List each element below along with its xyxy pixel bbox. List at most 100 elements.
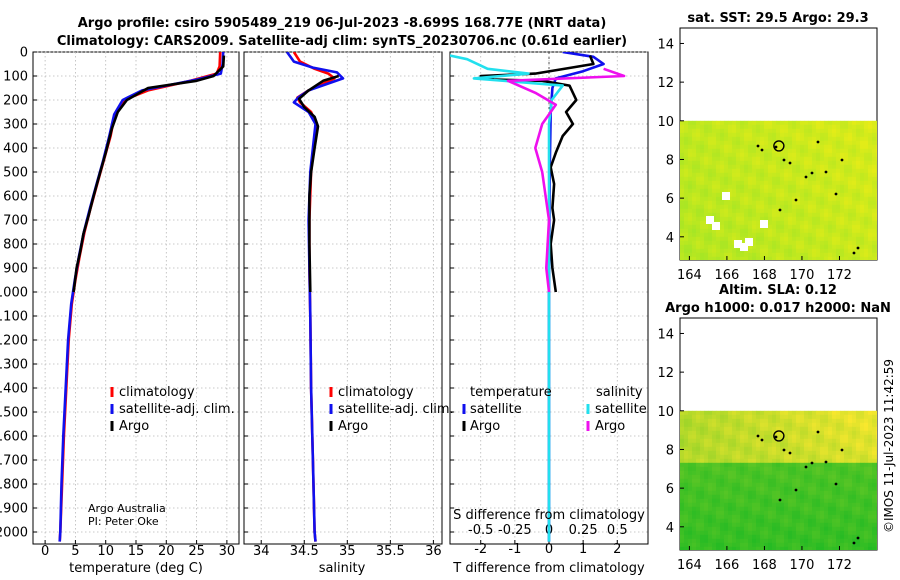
grid-cell	[820, 240, 825, 246]
grid-cell	[780, 236, 785, 242]
grid-cell	[688, 446, 693, 452]
grid-cell	[824, 240, 829, 246]
grid-cell	[740, 152, 745, 158]
grid-cell	[708, 188, 713, 194]
grid-cell	[724, 180, 729, 186]
grid-cell	[736, 442, 741, 448]
grid-cell	[772, 200, 777, 206]
grid-cell	[800, 490, 805, 496]
grid-cell	[692, 514, 697, 520]
grid-cell	[752, 514, 757, 520]
grid-cell	[692, 430, 697, 436]
grid-cell	[772, 204, 777, 210]
grid-cell	[796, 216, 801, 222]
grid-cell	[784, 224, 789, 230]
grid-cell	[756, 538, 761, 544]
grid-cell	[856, 192, 861, 198]
grid-cell	[852, 454, 857, 460]
grid-cell	[832, 518, 837, 524]
grid-cell	[872, 144, 877, 150]
grid-cell	[824, 204, 829, 210]
grid-cell	[680, 546, 685, 550]
grid-cell	[864, 454, 869, 460]
grid-cell	[752, 506, 757, 512]
grid-cell	[860, 192, 865, 198]
grid-cell	[808, 228, 813, 234]
grid-cell	[728, 168, 733, 174]
grid-cell	[736, 542, 741, 548]
grid-cell	[840, 526, 845, 532]
grid-cell	[816, 128, 821, 134]
grid-cell	[776, 518, 781, 524]
grid-cell	[680, 538, 685, 544]
grid-cell	[684, 228, 689, 234]
grid-cell	[864, 422, 869, 428]
grid-cell	[844, 208, 849, 214]
grid-cell	[684, 188, 689, 194]
grid-cell	[732, 152, 737, 158]
grid-cell	[876, 208, 877, 214]
grid-cell	[804, 534, 809, 540]
grid-cell	[784, 236, 789, 242]
grid-cell	[728, 498, 733, 504]
grid-cell	[736, 192, 741, 198]
grid-cell	[872, 160, 877, 166]
grid-cell	[876, 144, 877, 150]
grid-cell	[764, 514, 769, 520]
grid-cell	[708, 470, 713, 476]
grid-cell	[820, 120, 825, 126]
grid-cell	[748, 140, 753, 146]
grid-cell	[728, 160, 733, 166]
grid-cell	[844, 248, 849, 254]
grid-cell	[828, 244, 833, 250]
grid-cell	[780, 180, 785, 186]
grid-cell	[744, 196, 749, 202]
grid-cell	[776, 454, 781, 460]
grid-cell	[868, 426, 873, 432]
grid-cell	[784, 522, 789, 528]
grid-cell	[864, 204, 869, 210]
grid-cell	[868, 168, 873, 174]
grid-cell	[708, 418, 713, 424]
grid-cell	[724, 236, 729, 242]
grid-cell	[872, 176, 877, 182]
grid-cell	[792, 466, 797, 472]
grid-cell	[864, 486, 869, 492]
grid-cell	[684, 418, 689, 424]
grid-cell	[808, 120, 813, 126]
grid-cell	[820, 518, 825, 524]
grid-cell	[772, 216, 777, 222]
grid-cell	[792, 184, 797, 190]
grid-cell	[824, 506, 829, 512]
grid-cell	[680, 466, 685, 472]
grid-cell	[804, 220, 809, 226]
grid-cell	[736, 132, 741, 138]
grid-cell	[696, 244, 701, 250]
grid-cell	[712, 256, 717, 260]
grid-cell	[704, 422, 709, 428]
grid-cell	[828, 454, 833, 460]
grid-cell	[808, 542, 813, 548]
grid-cell	[756, 530, 761, 536]
grid-cell	[716, 430, 721, 436]
grid-cell	[844, 240, 849, 246]
grid-cell	[748, 232, 753, 238]
grid-cell	[816, 490, 821, 496]
grid-cell	[720, 208, 725, 214]
grid-cell	[684, 438, 689, 444]
grid-cell	[804, 160, 809, 166]
grid-cell	[844, 120, 849, 126]
grid-cell	[792, 236, 797, 242]
grid-cell	[764, 132, 769, 138]
grid-cell	[864, 466, 869, 472]
grid-cell	[816, 248, 821, 254]
grid-cell	[712, 470, 717, 476]
grid-cell	[792, 414, 797, 420]
grid-cell	[872, 442, 877, 448]
grid-cell	[792, 434, 797, 440]
grid-cell	[812, 438, 817, 444]
grid-cell	[820, 252, 825, 258]
grid-cell	[784, 454, 789, 460]
s-tick-label: 0.5	[607, 523, 628, 538]
grid-cell	[744, 450, 749, 456]
